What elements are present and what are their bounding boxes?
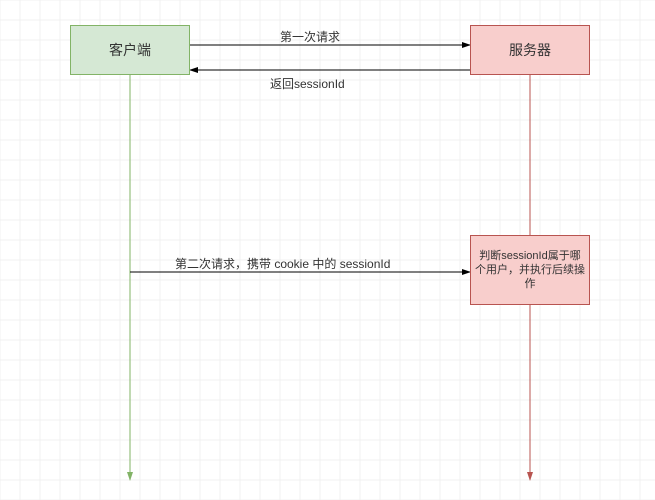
client-node: 客户端: [70, 25, 190, 75]
judge-node-label: 判断sessionId属于哪个用户，并执行后续操作: [475, 249, 585, 292]
label-second-request: 第二次请求，携带 cookie 中的 sessionId: [175, 255, 390, 272]
server-node-label: 服务器: [509, 41, 551, 59]
client-node-label: 客户端: [109, 41, 151, 59]
label-return-sessionid: 返回sessionId: [270, 75, 345, 92]
server-node: 服务器: [470, 25, 590, 75]
judge-node: 判断sessionId属于哪个用户，并执行后续操作: [470, 235, 590, 305]
label-first-request: 第一次请求: [280, 28, 340, 45]
diagram-canvas: 客户端 服务器 判断sessionId属于哪个用户，并执行后续操作 第一次请求 …: [0, 0, 655, 500]
